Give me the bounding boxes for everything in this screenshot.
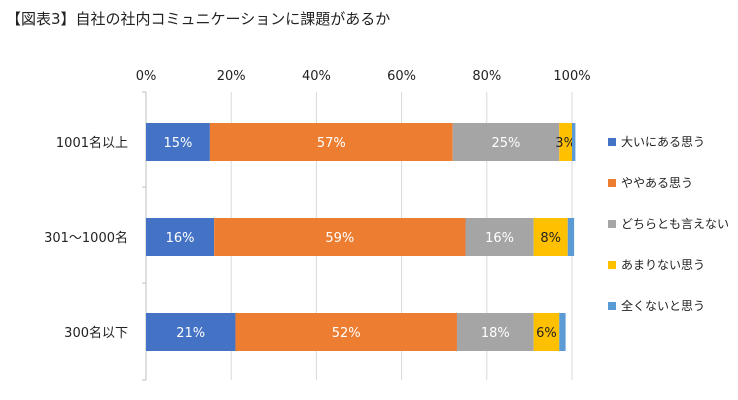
chart-title: 【図表3】自社の社内コミュニケーションに課題があるか — [6, 10, 391, 28]
x-tick-label: 60% — [387, 69, 416, 84]
x-tick-label: 0% — [136, 69, 157, 84]
category-label: 301～1000名 — [44, 230, 128, 246]
bar-segment — [452, 123, 560, 161]
legend-label: 全くないと思う — [621, 298, 705, 313]
data-label: 15% — [163, 136, 192, 151]
data-label: 6% — [536, 326, 557, 341]
bar-segment — [146, 313, 236, 351]
bar-segment — [146, 123, 210, 161]
bar-segment — [533, 313, 560, 351]
data-label: 16% — [166, 231, 195, 246]
bar-segment — [146, 218, 215, 256]
data-label: 57% — [317, 136, 346, 151]
data-label: 59% — [325, 231, 354, 246]
data-label: 18% — [481, 326, 510, 341]
data-label: 3% — [555, 136, 576, 151]
data-label: 21% — [176, 326, 205, 341]
category-label: 1001名以上 — [56, 135, 128, 151]
data-label: 8% — [540, 231, 561, 246]
bar-segment — [235, 313, 457, 351]
data-label: 25% — [492, 136, 521, 151]
data-label: 52% — [332, 326, 361, 341]
bar-segment — [214, 218, 466, 256]
bar-segment — [456, 313, 534, 351]
bar-segment — [567, 218, 575, 256]
bar-segment — [209, 123, 453, 161]
x-tick-label: 40% — [302, 69, 331, 84]
x-axis-ticks: 0% 20% 40% 60% 80% 100% — [136, 69, 591, 84]
legend-label: 大いにある思う — [621, 135, 705, 149]
bar-segment — [572, 123, 576, 161]
data-label: 16% — [485, 231, 514, 246]
x-tick-label: 80% — [472, 69, 501, 84]
category-label: 300名以下 — [64, 325, 128, 341]
legend-swatch — [608, 220, 616, 228]
bars: 15% 57% 25% 3% 16% 59% 16% 8% 21% 52% 18% 6% — [146, 123, 576, 351]
category-labels: 1001名以上 301～1000名 300名以下 — [44, 135, 128, 341]
legend-swatch — [608, 261, 616, 269]
legend-label: ややある思う — [621, 176, 693, 190]
x-tick-label: 100% — [553, 69, 590, 84]
legend-swatch — [608, 179, 616, 187]
legend-label: あまりない思う — [621, 258, 705, 272]
legend-swatch — [608, 138, 616, 146]
bar-segment — [559, 123, 572, 161]
x-tick-label: 20% — [217, 69, 246, 84]
legend-label: どちらとも言えない — [621, 217, 729, 231]
bar-segment — [533, 218, 568, 256]
bar-segment — [559, 313, 566, 351]
bar-segment — [465, 218, 534, 256]
legend-swatch — [608, 302, 616, 310]
